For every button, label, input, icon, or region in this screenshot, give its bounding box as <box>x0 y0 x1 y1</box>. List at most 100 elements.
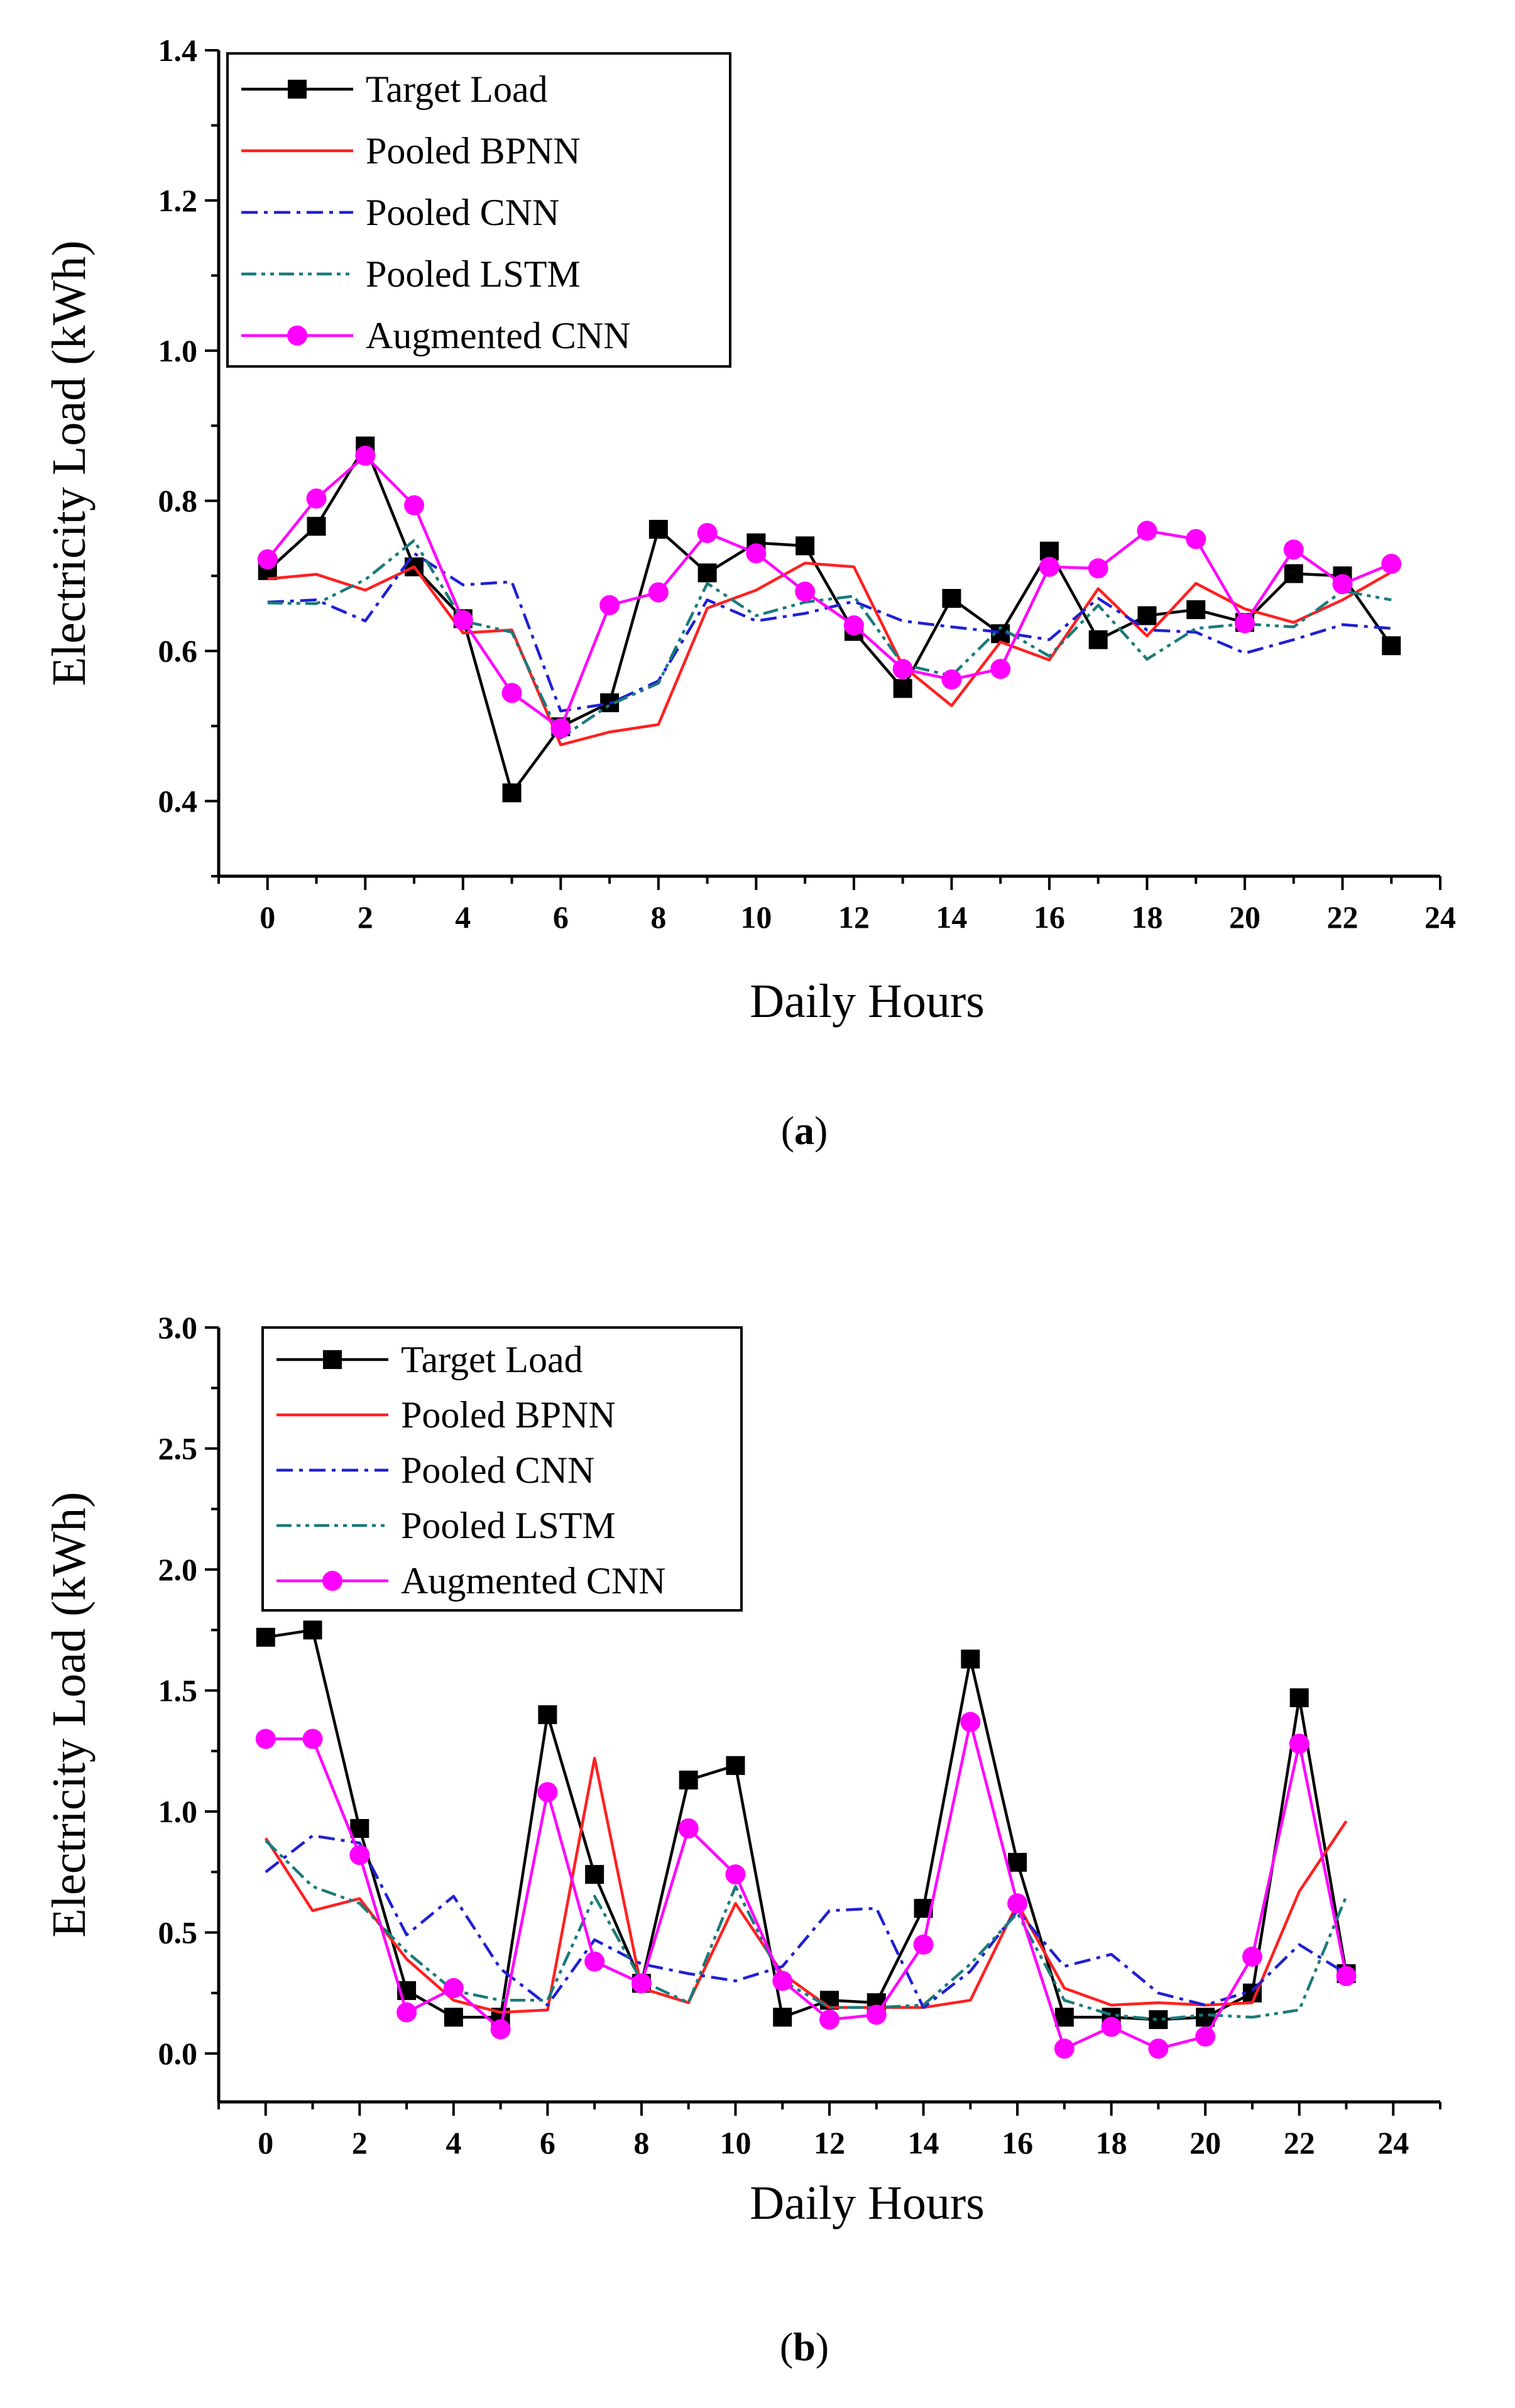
data-point <box>585 1865 604 1884</box>
data-point <box>1054 2038 1075 2059</box>
series-line <box>266 454 1392 730</box>
data-point <box>960 1712 981 1732</box>
data-point <box>537 1782 558 1803</box>
x-tick-label: 24 <box>1377 2125 1409 2160</box>
data-point <box>303 1620 322 1640</box>
data-point <box>302 1729 323 1749</box>
legend-label: Pooled BPNN <box>401 1394 616 1436</box>
x-tick-label: 14 <box>908 2125 939 2160</box>
data-point <box>306 488 327 509</box>
x-tick-label: 18 <box>1096 2125 1127 2160</box>
data-point <box>404 495 425 515</box>
chart-b: 0 2 4 6 8 10 12 14 16 18 20 22 240.00.51.01.52.02.53… <box>43 1310 1441 2369</box>
data-point <box>1137 520 1157 541</box>
legend-label: Pooled BPNN <box>366 130 581 172</box>
x-tick-label: 10 <box>740 899 772 935</box>
y-tick-label: 0.6 <box>158 634 198 669</box>
legend-box <box>226 52 731 368</box>
data-point <box>726 1756 745 1775</box>
data-point <box>307 517 326 536</box>
y-tick-label: 3.0 <box>158 1310 198 1345</box>
legend-marker <box>287 325 307 346</box>
legend-label: Augmented CNN <box>366 315 631 356</box>
data-point <box>1148 2038 1169 2059</box>
series-line <box>265 1834 1347 2009</box>
x-tick-label: 20 <box>1229 899 1261 935</box>
legend-label: Target Load <box>401 1339 583 1380</box>
x-tick-label: 2 <box>358 899 373 935</box>
series-line <box>266 444 1393 794</box>
legend: Target Load Pooled BPNN Pooled CNN Pooled L… <box>261 1326 743 1612</box>
data-point <box>1242 1947 1262 1967</box>
data-point <box>1332 574 1353 595</box>
data-point <box>1007 1893 1028 1914</box>
series-pooled-lstm <box>267 539 1392 740</box>
data-point <box>678 1818 699 1839</box>
data-point <box>1289 1688 1309 1708</box>
data-point <box>1289 1734 1310 1754</box>
x-tick-label: 6 <box>553 899 569 935</box>
x-axis-title: Daily Hours <box>750 2177 985 2229</box>
x-tick-label: 8 <box>633 2125 649 2160</box>
data-point <box>1382 636 1401 656</box>
legend-label: Pooled LSTM <box>366 253 581 295</box>
series-pooled-lstm <box>265 1839 1348 2021</box>
data-point <box>538 1705 557 1724</box>
series-line <box>265 1629 1348 2021</box>
x-tick-label: 10 <box>719 2125 751 2160</box>
data-point <box>490 2019 511 2040</box>
data-point <box>1284 564 1303 583</box>
y-tick-label: 0.8 <box>158 483 198 519</box>
data-point <box>1336 1965 1357 1986</box>
data-point <box>942 589 961 608</box>
x-tick-label: 2 <box>352 2125 368 2160</box>
data-point <box>1186 529 1206 549</box>
legend: Target Load Pooled BPNN Pooled CNN Pooled L… <box>226 52 731 368</box>
x-tick-label: 4 <box>455 899 471 935</box>
data-point <box>772 1971 793 1991</box>
x-tick-label: 12 <box>838 899 870 935</box>
y-tick-label: 1.0 <box>158 333 198 368</box>
series-line <box>267 552 1392 713</box>
legend-label: Pooled CNN <box>401 1449 594 1491</box>
y-tick-label: 0.0 <box>158 2036 198 2071</box>
data-point <box>501 683 522 703</box>
data-point <box>1234 613 1255 634</box>
x-tick-label: 24 <box>1425 899 1456 935</box>
data-point <box>725 1864 746 1885</box>
y-tick-label: 2.5 <box>158 1431 198 1466</box>
x-tick-label: 14 <box>936 899 967 935</box>
data-point <box>697 523 718 544</box>
data-point <box>961 1649 980 1669</box>
data-point <box>502 783 522 803</box>
x-tick-label: 12 <box>814 2125 845 2160</box>
y-tick-label: 1.5 <box>158 1673 198 1708</box>
data-point <box>866 2004 887 2025</box>
y-tick-label: 0.4 <box>158 784 198 819</box>
legend-marker <box>288 79 307 99</box>
legend-label: Pooled LSTM <box>401 1505 616 1546</box>
data-point <box>679 1770 698 1790</box>
data-point <box>255 1729 276 1749</box>
data-point <box>1137 606 1157 625</box>
data-point <box>892 659 913 679</box>
data-point <box>1195 2026 1216 2047</box>
legend-label: Pooled CNN <box>366 192 559 233</box>
data-point <box>1186 600 1206 619</box>
data-point <box>256 1627 275 1647</box>
data-point <box>584 1951 605 1972</box>
legend-marker <box>323 1350 342 1370</box>
x-axis-title: Daily Hours <box>750 975 985 1028</box>
chart-a: 0 2 4 6 8 10 12 14 16 18 20 22 240.40.60.81.01.21.4D… <box>43 33 1456 1153</box>
data-point <box>1283 539 1304 560</box>
data-point <box>1101 2016 1122 2037</box>
data-point <box>913 1934 934 1955</box>
data-point <box>397 2002 417 2023</box>
series-augmented-cnn <box>257 446 1402 739</box>
data-point <box>355 446 376 466</box>
data-point <box>697 563 717 583</box>
series-pooled-cnn <box>267 552 1392 713</box>
legend-label: Target Load <box>366 69 548 110</box>
data-point <box>631 1973 652 1994</box>
